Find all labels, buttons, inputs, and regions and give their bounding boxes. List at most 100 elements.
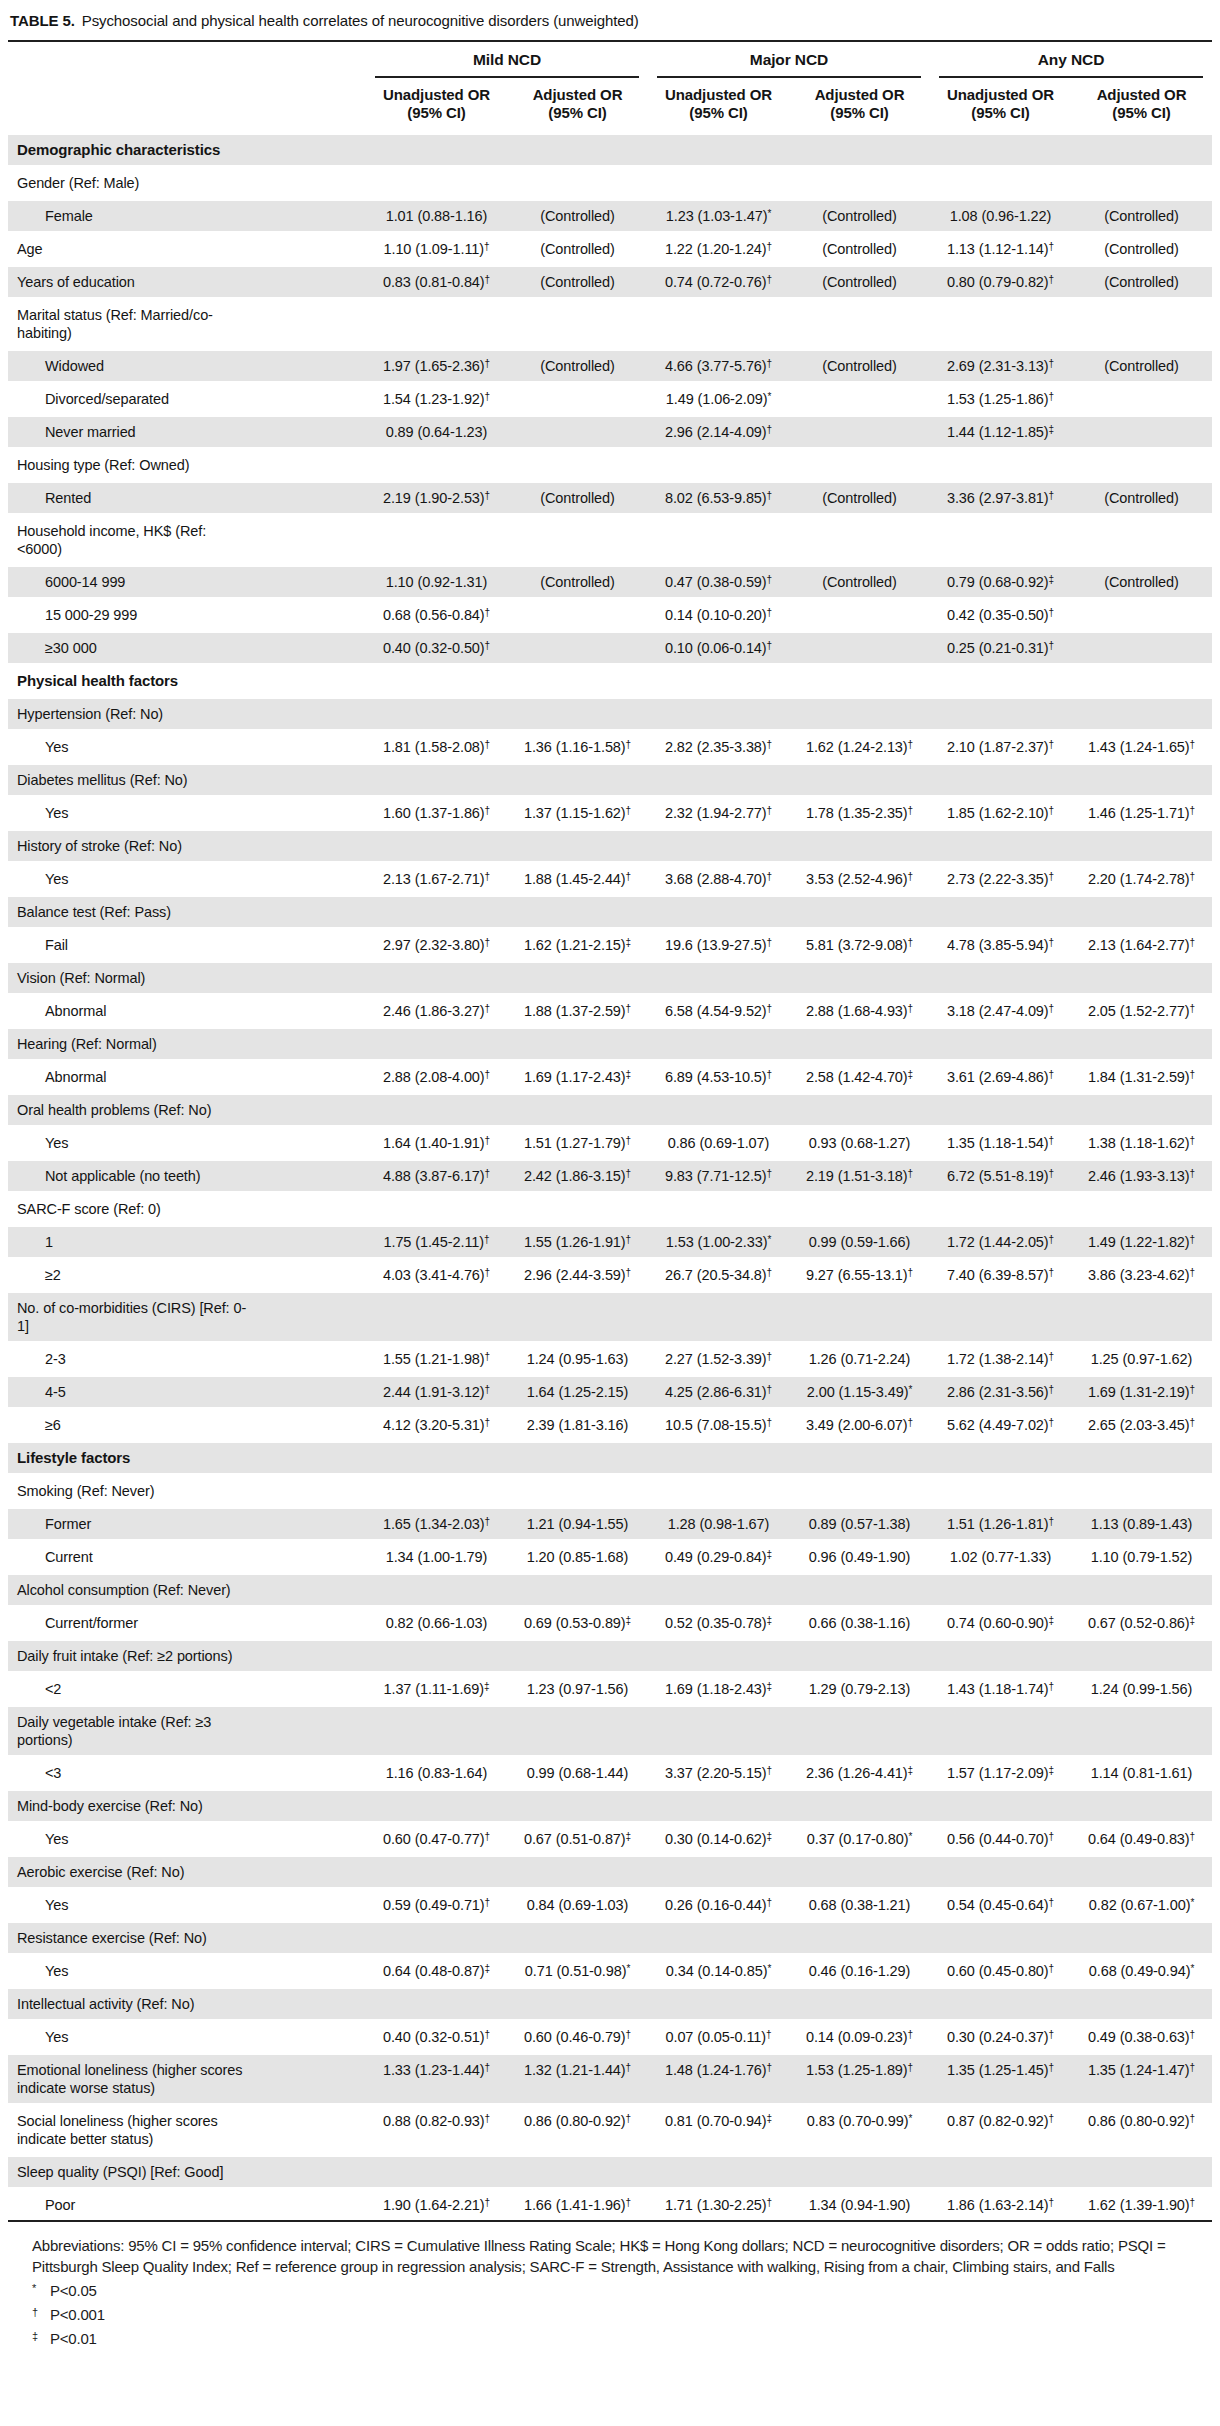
or-value-cell	[648, 1292, 789, 1343]
table-row: No. of co-morbidities (CIRS) [Ref: 0-1]	[8, 1292, 1212, 1343]
or-value-cell	[789, 896, 930, 929]
significance-marker: †	[1190, 1234, 1195, 1245]
table-row: 2-31.55 (1.21-1.98)†1.24 (0.95-1.63)2.27…	[8, 1343, 1212, 1376]
row-label: Social loneliness (higher scores indicat…	[8, 2105, 366, 2156]
or-value-cell: 1.16 (0.83-1.64)	[366, 1757, 507, 1790]
or-value-cell	[1071, 1856, 1212, 1889]
or-value-cell: 0.82 (0.67-1.00)*	[1071, 1889, 1212, 1922]
significance-marker: *	[908, 1831, 912, 1842]
or-value-cell: 2.73 (2.22-3.35)†	[930, 863, 1071, 896]
abbreviations-note: Abbreviations: 95% CI = 95% confidence i…	[32, 2235, 1186, 2277]
significance-marker: †	[1049, 358, 1054, 369]
or-value-cell	[789, 1856, 930, 1889]
row-label: ≥2	[8, 1259, 366, 1292]
significance-marker: †	[485, 607, 490, 618]
or-value-cell	[930, 167, 1071, 200]
significance-marker: †	[1190, 805, 1195, 816]
table-row: Social loneliness (higher scores indicat…	[8, 2105, 1212, 2156]
or-value-cell: 0.68 (0.38-1.21)	[789, 1889, 930, 1922]
table-row: Oral health problems (Ref: No)	[8, 1094, 1212, 1127]
row-label: Balance test (Ref: Pass)	[8, 896, 366, 929]
table-row: Yes0.59 (0.49-0.71)†0.84 (0.69-1.03)0.26…	[8, 1889, 1212, 1922]
or-value-cell	[930, 962, 1071, 995]
significance-marker: ‡	[767, 2113, 772, 2124]
significance-marker: †	[485, 1168, 490, 1179]
or-value-cell	[1071, 1988, 1212, 2021]
or-value-cell	[366, 299, 507, 350]
table-row: Physical health factors	[8, 665, 1212, 698]
significance-marker: †	[767, 1384, 772, 1395]
double-dagger-symbol: ‡	[32, 2326, 50, 2347]
table-row: Yes1.81 (1.58-2.08)†1.36 (1.16-1.58)†2.8…	[8, 731, 1212, 764]
or-value-cell	[789, 1475, 930, 1508]
table-row: Widowed1.97 (1.65-2.36)†(Controlled)4.66…	[8, 350, 1212, 383]
row-label: 2-3	[8, 1343, 366, 1376]
significance-marker: †	[1049, 2029, 1054, 2040]
or-value-cell	[648, 962, 789, 995]
table-row: 6000-14 9991.10 (0.92-1.31)(Controlled)0…	[8, 566, 1212, 599]
or-value-cell: 2.69 (2.31-3.13)†	[930, 350, 1071, 383]
table-row: 4-52.44 (1.91-3.12)†1.64 (1.25-2.15)4.25…	[8, 1376, 1212, 1409]
or-value-cell	[930, 1442, 1071, 1475]
or-value-cell: 1.69 (1.31-2.19)†	[1071, 1376, 1212, 1409]
asterisk-symbol: *	[32, 2278, 50, 2299]
significance-marker: †	[1190, 2029, 1195, 2040]
significance-marker: †	[1049, 1351, 1054, 1362]
row-label: Yes	[8, 1955, 366, 1988]
row-label: Daily vegetable intake (Ref: ≥3 portions…	[8, 1706, 366, 1757]
or-value-cell	[789, 515, 930, 566]
or-value-cell	[648, 1028, 789, 1061]
or-value-cell	[366, 167, 507, 200]
or-value-cell: 0.56 (0.44-0.70)†	[930, 1823, 1071, 1856]
or-value-cell	[1071, 383, 1212, 416]
significance-marker: *	[1190, 1897, 1194, 1908]
or-value-cell	[789, 134, 930, 167]
or-value-cell: 0.52 (0.35-0.78)‡	[648, 1607, 789, 1640]
significance-marker: †	[1190, 739, 1195, 750]
significance-marker: ‡	[908, 1765, 913, 1776]
or-value-cell: 3.49 (2.00-6.07)†	[789, 1409, 930, 1442]
significance-marker: †	[1049, 1516, 1054, 1527]
row-label: Oral health problems (Ref: No)	[8, 1094, 366, 1127]
or-value-cell	[789, 1028, 930, 1061]
or-value-cell: 2.19 (1.51-3.18)†	[789, 1160, 930, 1193]
or-value-cell	[930, 2156, 1071, 2189]
or-value-cell	[930, 764, 1071, 797]
or-value-cell: 1.97 (1.65-2.36)†	[366, 350, 507, 383]
or-value-cell	[648, 449, 789, 482]
or-value-cell	[930, 515, 1071, 566]
or-subheader-row: Unadjusted OR(95% CI) Adjusted OR(95% CI…	[8, 78, 1212, 134]
subheader-major-unadjusted-or: Unadjusted OR(95% CI)	[648, 78, 789, 134]
or-value-cell: 0.40 (0.32-0.51)†	[366, 2021, 507, 2054]
or-value-cell	[1071, 1574, 1212, 1607]
or-value-cell: 1.72 (1.38-2.14)†	[930, 1343, 1071, 1376]
or-value-cell	[789, 830, 930, 863]
or-value-cell	[507, 1193, 648, 1226]
or-value-cell	[930, 299, 1071, 350]
or-value-cell: 0.64 (0.49-0.83)†	[1071, 1823, 1212, 1856]
or-value-cell: 1.48 (1.24-1.76)†	[648, 2054, 789, 2105]
or-value-cell: 0.69 (0.53-0.89)‡	[507, 1607, 648, 1640]
or-value-cell	[789, 2156, 930, 2189]
or-value-cell: 0.86 (0.80-0.92)†	[507, 2105, 648, 2156]
significance-marker: †	[626, 871, 631, 882]
table-row: Mind-body exercise (Ref: No)	[8, 1790, 1212, 1823]
significance-marker: †	[1190, 1417, 1195, 1428]
significance-marker: †	[485, 490, 490, 501]
or-value-cell	[930, 1292, 1071, 1343]
table-row: History of stroke (Ref: No)	[8, 830, 1212, 863]
row-label: Diabetes mellitus (Ref: No)	[8, 764, 366, 797]
significance-marker: †	[1049, 739, 1054, 750]
or-value-cell: (Controlled)	[507, 233, 648, 266]
or-value-cell: 0.86 (0.80-0.92)†	[1071, 2105, 1212, 2156]
significance-marker: †	[1190, 1168, 1195, 1179]
row-label: Not applicable (no teeth)	[8, 1160, 366, 1193]
or-value-cell: 1.51 (1.27-1.79)†	[507, 1127, 648, 1160]
or-value-cell: 1.64 (1.40-1.91)†	[366, 1127, 507, 1160]
or-value-cell	[366, 1922, 507, 1955]
or-value-cell: (Controlled)	[1071, 266, 1212, 299]
or-value-cell: 1.90 (1.64-2.21)†	[366, 2189, 507, 2222]
or-value-cell: (Controlled)	[789, 233, 930, 266]
or-value-cell	[366, 962, 507, 995]
or-value-cell	[507, 416, 648, 449]
